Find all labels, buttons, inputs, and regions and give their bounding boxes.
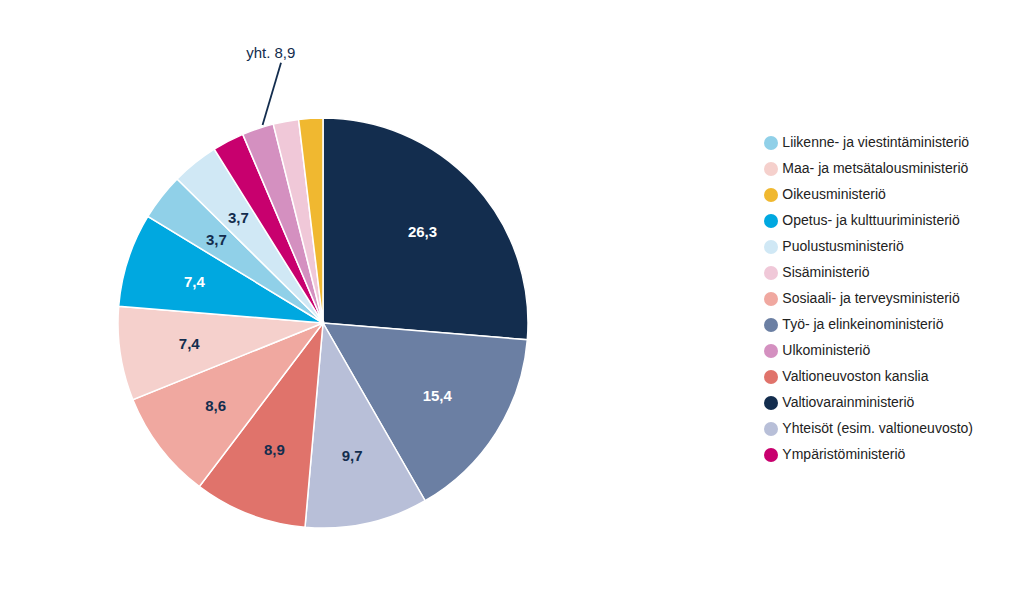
svg-text:26,3: 26,3 bbox=[408, 223, 437, 240]
svg-text:3,7: 3,7 bbox=[206, 231, 227, 248]
html-text:Oikeusministeriö: Oikeusministeriö bbox=[782, 186, 886, 202]
svg-text:7,4: 7,4 bbox=[179, 335, 201, 352]
html-text:Puolustusministeriö: Puolustusministeriö bbox=[782, 238, 904, 254]
html-text:Maa- ja metsätalousministeriö: Maa- ja metsätalousministeriö bbox=[782, 160, 969, 176]
svg-text:8,9: 8,9 bbox=[264, 441, 285, 458]
html-text:Valtioneuvoston kanslia: Valtioneuvoston kanslia bbox=[782, 368, 929, 384]
svg-text:3,7: 3,7 bbox=[228, 209, 249, 226]
html-text:Sisäministeriö: Sisäministeriö bbox=[782, 264, 870, 280]
html-text:Yhteisöt (esim. valtioneuvosto: Yhteisöt (esim. valtioneuvosto) bbox=[782, 420, 973, 436]
html-text:Ulkoministeriö: Ulkoministeriö bbox=[782, 342, 871, 358]
html-text:Liikenne- ja viestintäminister: Liikenne- ja viestintäministeriö bbox=[782, 134, 970, 150]
html-text:Työ- ja elinkeinoministeriö: Työ- ja elinkeinoministeriö bbox=[782, 316, 944, 332]
html-text:Sosiaali- ja terveysministeriö: Sosiaali- ja terveysministeriö bbox=[782, 290, 960, 306]
svg-text:8,6: 8,6 bbox=[205, 397, 226, 414]
html-text:Ympäristöministeriö: Ympäristöministeriö bbox=[782, 446, 906, 462]
svg-text:7,4: 7,4 bbox=[184, 273, 206, 290]
svg-text:15,4: 15,4 bbox=[423, 387, 453, 404]
svg-text:9,7: 9,7 bbox=[342, 447, 363, 464]
html-text:Valtiovarainministeriö: Valtiovarainministeriö bbox=[782, 394, 915, 410]
html-text:Opetus- ja kulttuuriministeriö: Opetus- ja kulttuuriministeriö bbox=[782, 212, 960, 228]
svg-text:yht. 8,9: yht. 8,9 bbox=[246, 44, 295, 61]
